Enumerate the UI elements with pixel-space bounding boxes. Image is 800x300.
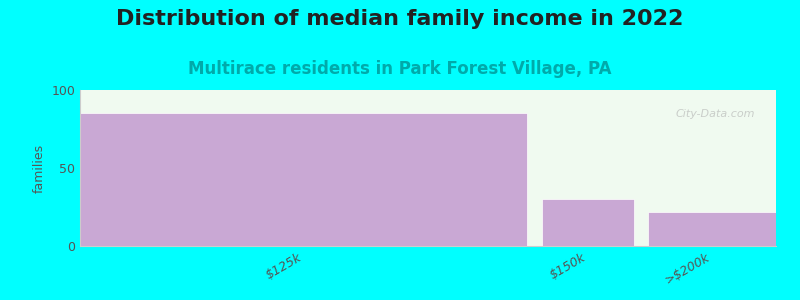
Text: Multirace residents in Park Forest Village, PA: Multirace residents in Park Forest Villa… bbox=[188, 60, 612, 78]
Bar bbox=[80, 113, 527, 246]
Text: City-Data.com: City-Data.com bbox=[676, 109, 755, 119]
Y-axis label: families: families bbox=[33, 143, 46, 193]
Text: Distribution of median family income in 2022: Distribution of median family income in … bbox=[116, 9, 684, 29]
Bar bbox=[542, 199, 634, 246]
Bar bbox=[648, 212, 776, 246]
